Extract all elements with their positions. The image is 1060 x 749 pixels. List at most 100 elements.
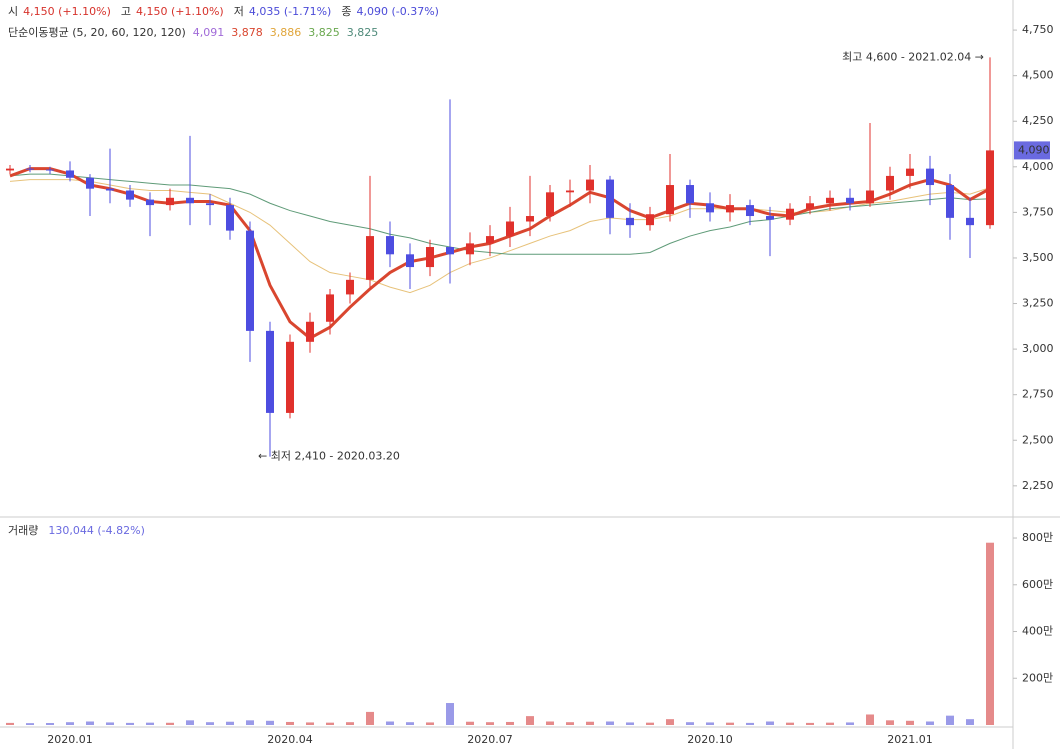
candle-body	[306, 321, 314, 342]
volume-bar	[706, 722, 714, 725]
ma-value: 3,825	[347, 26, 379, 39]
ma-value: 3,878	[231, 26, 263, 39]
candle-body	[906, 168, 914, 176]
x-tick-label: 2020.01	[47, 733, 93, 746]
volume-bar	[246, 720, 254, 725]
x-tick-label: 2020.10	[687, 733, 733, 746]
candle-body	[726, 205, 734, 213]
volume-bar	[686, 722, 694, 725]
volume-bar	[766, 721, 774, 725]
candle-body	[186, 197, 194, 204]
volume-bar	[306, 722, 314, 725]
y-tick-label: 600만	[1022, 578, 1053, 591]
summary-label: 시	[8, 5, 18, 18]
candle-body	[506, 221, 514, 237]
volume-bar	[446, 703, 454, 725]
volume-title: 거래량	[8, 524, 38, 537]
candle-body	[146, 199, 154, 206]
volume-bar	[146, 722, 154, 725]
volume-bar	[946, 715, 954, 725]
summary-label: 저	[234, 5, 244, 18]
volume-bar	[186, 720, 194, 725]
summary-value: 4,035 (-1.71%)	[249, 5, 331, 18]
candle-body	[686, 185, 694, 204]
volume-bar	[26, 723, 34, 725]
ma-label: 단순이동평균 (5, 20, 60, 120, 120)	[8, 26, 186, 39]
y-tick-label: 2,500	[1022, 433, 1054, 446]
candle-body	[786, 208, 794, 220]
high-annotation: 최고 4,600 - 2021.02.04 →	[842, 50, 984, 63]
volume-bar	[646, 722, 654, 725]
candle-body	[926, 168, 934, 186]
volume-bar	[206, 722, 214, 725]
candle-body	[866, 190, 874, 204]
candle-body	[766, 216, 774, 220]
candle-body	[666, 185, 674, 215]
volume-bar	[346, 722, 354, 725]
y-tick-label: 4,500	[1022, 69, 1054, 82]
y-tick-label: 200만	[1022, 671, 1053, 684]
volume-bar	[926, 721, 934, 725]
candle-body	[166, 197, 174, 206]
volume-bar	[86, 721, 94, 725]
candle-body	[266, 330, 274, 413]
y-tick-label: 3,000	[1022, 342, 1054, 355]
volume-bar	[166, 722, 174, 725]
volume-bar	[826, 722, 834, 725]
low-annotation: ← 최저 2,410 - 2020.03.20	[258, 450, 400, 463]
candle-body	[606, 179, 614, 218]
candle-body	[986, 150, 994, 226]
volume-bar	[46, 723, 54, 725]
volume-bar	[606, 721, 614, 725]
y-tick-label: 4,250	[1022, 114, 1054, 127]
ma-legend: 단순이동평균 (5, 20, 60, 120, 120) 4,091 3,878 3,…	[8, 26, 378, 39]
candle-body	[566, 190, 574, 193]
volume-bar	[746, 722, 754, 725]
candle-body	[66, 170, 74, 178]
candle-body	[746, 205, 754, 217]
summary-value: 4,090 (-0.37%)	[356, 5, 438, 18]
moving-average-line	[9, 173, 991, 255]
volume-bar	[326, 722, 334, 725]
y-tick-label: 2,750	[1022, 388, 1054, 401]
volume-bar	[666, 719, 674, 725]
volume-bar	[526, 716, 534, 725]
volume-bar	[426, 722, 434, 725]
volume-bar	[546, 721, 554, 725]
candle-body	[366, 236, 374, 280]
volume-bar	[466, 721, 474, 725]
volume-bar	[126, 722, 134, 725]
volume-bar	[406, 722, 414, 725]
candle-body	[226, 205, 234, 231]
candle-body	[706, 203, 714, 213]
candle-body	[846, 197, 854, 204]
candle-body	[6, 168, 14, 171]
volume-bar	[786, 722, 794, 725]
candle-body	[586, 179, 594, 191]
candle-body	[126, 190, 134, 200]
candle-body	[346, 279, 354, 295]
candle-body	[826, 197, 834, 204]
candle-body	[386, 236, 394, 255]
volume-bar	[366, 711, 374, 725]
candle-body	[26, 168, 34, 170]
candle-body	[966, 217, 974, 226]
volume-header: 거래량 130,044 (-4.82%)	[8, 524, 145, 537]
x-tick-label: 2020.07	[467, 733, 513, 746]
y-tick-label: 4,750	[1022, 23, 1054, 36]
candle-body	[946, 185, 954, 218]
volume-bar	[66, 722, 74, 725]
candle-body	[426, 247, 434, 268]
summary-value: 4,150 (+1.10%)	[23, 5, 111, 18]
y-tick-label: 2,250	[1022, 479, 1054, 492]
volume-bar	[906, 720, 914, 725]
volume-bar	[586, 721, 594, 725]
summary-label: 고	[121, 5, 131, 18]
candle-body	[106, 188, 114, 191]
candle-body	[626, 217, 634, 226]
ma-value: 3,825	[308, 26, 340, 39]
y-tick-label: 800만	[1022, 531, 1053, 544]
volume-bar	[386, 721, 394, 725]
ohlc-summary: 시 4,150 (+1.10%) 고 4,150 (+1.10%) 저 4,035 (-1…	[8, 5, 439, 18]
volume-bar	[106, 722, 114, 725]
